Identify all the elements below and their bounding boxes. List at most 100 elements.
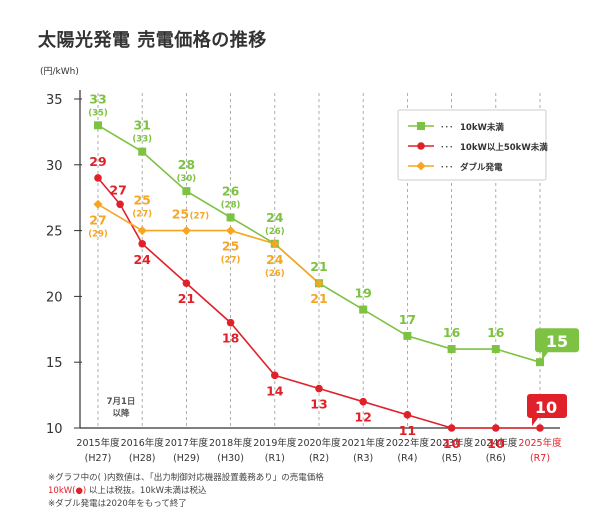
x-tick-label: 2016年度 bbox=[121, 437, 165, 449]
data-point-circle bbox=[138, 239, 146, 248]
data-point-square bbox=[536, 358, 544, 367]
x-tick-label: 2024年度 bbox=[474, 437, 518, 449]
data-point-square bbox=[359, 305, 368, 314]
x-tick-sublabel: (H29) bbox=[173, 453, 200, 464]
data-label: 24 bbox=[133, 252, 151, 267]
data-sublabel: (33) bbox=[132, 135, 152, 145]
data-label: 25 bbox=[172, 207, 189, 222]
x-tick-label: 2017年度 bbox=[165, 437, 209, 449]
data-label-callout: 10 bbox=[535, 398, 557, 417]
data-point-circle bbox=[182, 279, 191, 288]
data-sublabel: (26) bbox=[265, 227, 285, 237]
data-point-square bbox=[182, 187, 191, 196]
data-label: 31 bbox=[133, 118, 150, 133]
data-label: 11 bbox=[399, 423, 416, 438]
data-label: 28 bbox=[178, 157, 195, 172]
footnotes: ※グラフ中の( )内数値は、「出力制御対応機器設置義務あり」の売電価格 10kW… bbox=[48, 472, 324, 511]
data-point-square bbox=[417, 122, 425, 130]
data-label: 25 bbox=[222, 239, 239, 254]
data-label: 26 bbox=[222, 183, 240, 198]
x-tick-label: 2022年度 bbox=[386, 437, 430, 449]
data-sublabel: (27) bbox=[221, 256, 241, 266]
x-tick-label: 2025年度 bbox=[518, 437, 562, 449]
data-point-diamond bbox=[226, 226, 236, 236]
data-point-diamond bbox=[270, 239, 280, 249]
data-sublabel: (29) bbox=[88, 229, 108, 239]
data-label: 13 bbox=[310, 397, 327, 412]
data-label: 14 bbox=[266, 383, 284, 398]
y-tick-label: 20 bbox=[46, 290, 63, 305]
legend-dots: ･･･ bbox=[440, 143, 454, 153]
x-tick-label: 2019年度 bbox=[253, 437, 297, 449]
legend-label: 10kW未満 bbox=[460, 122, 504, 133]
data-label: 24 bbox=[266, 210, 284, 225]
x-tick-label: 2015年度 bbox=[76, 437, 120, 449]
x-tick-sublabel: (R5) bbox=[442, 453, 462, 464]
data-point-circle bbox=[447, 424, 456, 432]
data-label: 12 bbox=[354, 410, 371, 425]
data-point-square bbox=[447, 345, 456, 354]
footnote-line-2: 10kW(●) 以上は税抜。10kW未満は税込 bbox=[48, 485, 324, 498]
x-tick-label: 2018年度 bbox=[209, 437, 253, 449]
data-label: 29 bbox=[89, 154, 106, 169]
y-tick-label: 25 bbox=[46, 225, 63, 240]
data-point-diamond bbox=[93, 199, 103, 209]
callout-red bbox=[527, 394, 567, 426]
data-point-circle bbox=[403, 411, 412, 419]
annotation-after: 以降 bbox=[112, 408, 130, 419]
data-label: 21 bbox=[310, 259, 327, 274]
data-sublabel: (27) bbox=[132, 210, 152, 220]
y-tick-label: 35 bbox=[46, 93, 63, 108]
data-point-circle bbox=[226, 318, 235, 327]
legend-dots: ･･･ bbox=[440, 123, 454, 133]
footnote-rest: 以上は税抜。10kW未満は税込 bbox=[86, 486, 207, 496]
data-label: 16 bbox=[443, 325, 461, 340]
data-sublabel: (35) bbox=[88, 108, 108, 118]
series-line bbox=[97, 177, 540, 429]
data-point-square bbox=[491, 345, 500, 354]
data-label: 19 bbox=[354, 286, 371, 301]
data-label: 18 bbox=[222, 331, 239, 346]
data-point-circle bbox=[417, 142, 425, 150]
data-sublabel: (26) bbox=[265, 269, 285, 279]
x-tick-sublabel: (R3) bbox=[353, 453, 373, 464]
x-tick-sublabel: (R7) bbox=[530, 453, 550, 464]
legend-dots: ･･･ bbox=[440, 163, 454, 173]
data-point-circle bbox=[536, 424, 544, 432]
data-point-square bbox=[403, 331, 412, 340]
data-point-square bbox=[94, 121, 102, 130]
data-point-circle bbox=[315, 384, 323, 393]
data-sublabel: (30) bbox=[177, 174, 197, 184]
footnote-line-1: ※グラフ中の( )内数値は、「出力制御対応機器設置義務あり」の売電価格 bbox=[48, 473, 324, 483]
legend-box bbox=[397, 109, 547, 181]
data-label: 17 bbox=[399, 312, 416, 327]
data-label: 10 bbox=[443, 436, 461, 451]
legend-label: 10kW以上50kW未満 bbox=[460, 142, 548, 153]
line-chart: (円/kWh) 10 15 20 25 30 35 2015年度 (H27) 2016年度 (H28… bbox=[40, 66, 579, 464]
data-label: 21 bbox=[310, 291, 327, 306]
x-tick-sublabel: (R4) bbox=[397, 453, 417, 464]
data-label: 27 bbox=[89, 212, 106, 227]
data-point-square bbox=[138, 147, 147, 156]
y-tick-label: 30 bbox=[46, 159, 63, 174]
data-point-diamond bbox=[137, 226, 147, 236]
y-tick-label: 15 bbox=[46, 356, 63, 371]
data-label: 25 bbox=[133, 193, 150, 208]
data-label: 33 bbox=[89, 91, 106, 106]
x-tick-label: 2021年度 bbox=[342, 437, 386, 449]
y-axis-label: (円/kWh) bbox=[40, 66, 79, 77]
x-tick-sublabel: (H28) bbox=[129, 453, 156, 464]
annotation-date: 7月1日 bbox=[107, 397, 136, 407]
footnote-highlight: 10kW(●) bbox=[48, 486, 87, 496]
data-point-circle bbox=[271, 371, 279, 380]
data-point-circle bbox=[492, 424, 500, 432]
data-label: 24 bbox=[266, 252, 284, 267]
data-point-circle bbox=[116, 200, 124, 209]
data-point-diamond bbox=[181, 226, 191, 236]
data-label: 27 bbox=[109, 182, 126, 197]
x-tick-sublabel: (R6) bbox=[486, 453, 506, 464]
x-tick-sublabel: (H27) bbox=[85, 453, 112, 464]
callout-green bbox=[535, 328, 579, 361]
footnote-line-3: ※ダブル発電は2020年をもって終了 bbox=[48, 499, 187, 509]
data-point-square bbox=[226, 213, 235, 222]
